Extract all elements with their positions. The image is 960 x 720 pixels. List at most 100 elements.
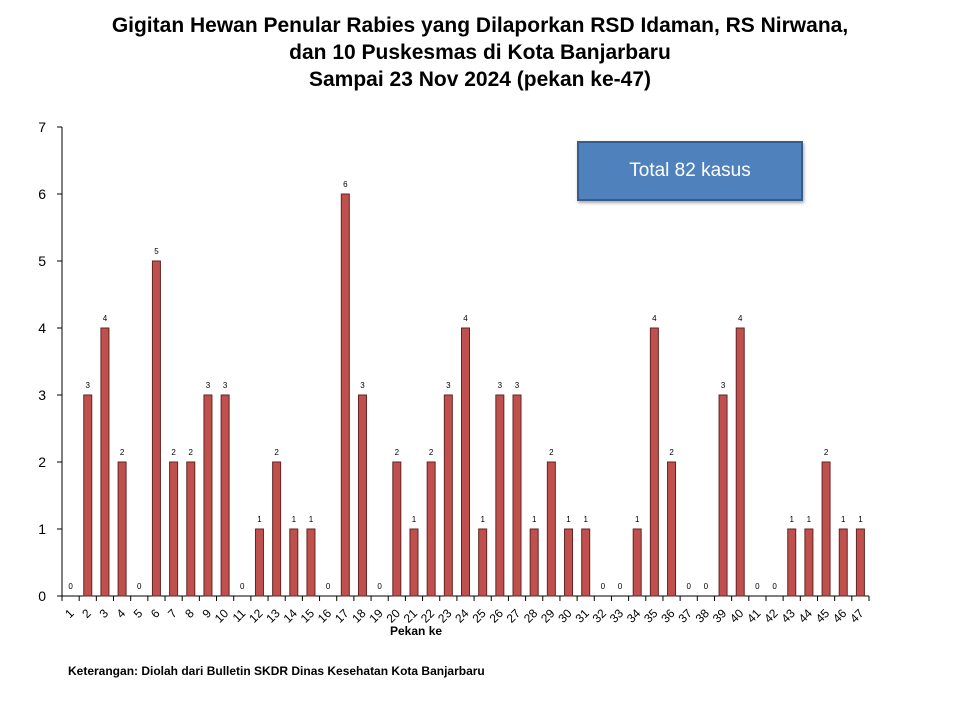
x-tick-label-1: 1 — [62, 606, 77, 621]
data-label-22: 2 — [429, 448, 434, 457]
data-label-19: 0 — [377, 582, 382, 591]
data-label-44: 1 — [807, 515, 812, 524]
data-label-28: 1 — [532, 515, 537, 524]
bar-12 — [254, 528, 264, 597]
data-label-11: 0 — [240, 582, 245, 591]
bar-13 — [272, 461, 282, 597]
footnote: Keterangan: Diolah dari Bulletin SKDR Di… — [68, 664, 485, 678]
x-tick-label-7: 7 — [165, 606, 180, 621]
data-label-18: 3 — [360, 381, 365, 390]
bar-20 — [392, 461, 402, 597]
data-label-46: 1 — [841, 515, 846, 524]
x-tick-label-6: 6 — [148, 606, 163, 621]
x-axis-label: Pekan ke — [390, 624, 443, 638]
bar-18 — [357, 394, 367, 597]
chart-title: Gigitan Hewan Penular Rabies yang Dilapo… — [0, 12, 960, 93]
data-label-37: 0 — [686, 582, 691, 591]
bar-21 — [409, 528, 419, 597]
bar-39 — [718, 394, 728, 597]
bar-2 — [83, 394, 93, 597]
bar-24 — [461, 327, 470, 597]
bar-31 — [581, 528, 591, 597]
x-tick-label-3: 3 — [96, 606, 111, 621]
data-label-21: 1 — [412, 515, 417, 524]
data-label-8: 2 — [189, 448, 194, 457]
bar-40 — [735, 327, 745, 597]
data-label-26: 3 — [498, 381, 503, 390]
x-tick-label-10: 10 — [212, 606, 232, 626]
y-tick-label-6: 6 — [38, 186, 46, 202]
bar-45 — [821, 461, 831, 597]
data-label-41: 0 — [755, 582, 760, 591]
data-label-31: 1 — [583, 515, 588, 524]
data-label-3: 4 — [103, 314, 108, 323]
data-label-14: 1 — [292, 515, 297, 524]
bar-28 — [529, 528, 539, 597]
bar-47 — [855, 528, 865, 597]
data-label-17: 6 — [343, 180, 348, 189]
bar-22 — [426, 461, 436, 597]
data-label-42: 0 — [772, 582, 777, 591]
chart-title-line-2: dan 10 Puskesmas di Kota Banjarbaru — [289, 41, 671, 64]
bar-6 — [151, 260, 161, 597]
chart-title-line-1: Gigitan Hewan Penular Rabies yang Dilapo… — [111, 14, 849, 37]
data-label-20: 2 — [395, 448, 400, 457]
data-label-32: 0 — [601, 582, 606, 591]
bar-44 — [804, 528, 814, 597]
data-label-33: 0 — [618, 582, 623, 591]
bar-8 — [186, 461, 196, 597]
x-tick-label-2: 2 — [79, 606, 94, 621]
y-tick-label-1: 1 — [38, 521, 46, 537]
x-tick-label-5: 5 — [131, 606, 146, 621]
data-label-40: 4 — [738, 314, 743, 323]
bar-15 — [306, 528, 316, 597]
data-label-2: 3 — [86, 381, 91, 390]
data-label-43: 1 — [790, 515, 795, 524]
x-tick-label-4: 4 — [114, 606, 129, 621]
data-label-7: 2 — [171, 448, 176, 457]
data-label-6: 5 — [154, 247, 159, 256]
y-tick-label-5: 5 — [38, 253, 46, 269]
y-tick-label-7: 7 — [38, 119, 46, 135]
data-label-45: 2 — [824, 448, 829, 457]
bar-29 — [546, 461, 556, 597]
total-cases-box: Total 82 kasus — [577, 141, 803, 201]
bar-14 — [289, 528, 299, 597]
data-label-34: 1 — [635, 515, 640, 524]
data-label-10: 3 — [223, 381, 228, 390]
data-label-4: 2 — [120, 448, 125, 457]
y-tick-label-3: 3 — [38, 387, 46, 403]
data-label-39: 3 — [721, 381, 726, 390]
bar-3 — [100, 327, 110, 597]
data-label-36: 2 — [669, 448, 674, 457]
data-label-9: 3 — [206, 381, 211, 390]
data-label-35: 4 — [652, 314, 657, 323]
data-label-27: 3 — [515, 381, 520, 390]
data-label-1: 0 — [68, 582, 73, 591]
bar-4 — [117, 461, 127, 597]
y-tick-label-2: 2 — [38, 454, 46, 470]
bar-17 — [340, 193, 350, 597]
data-label-38: 0 — [704, 582, 709, 591]
data-label-16: 0 — [326, 582, 331, 591]
x-tick-label-9: 9 — [199, 606, 214, 621]
bar-26 — [495, 394, 505, 597]
bar-34 — [632, 528, 642, 597]
data-label-23: 3 — [446, 381, 451, 390]
bar-46 — [838, 528, 848, 597]
y-tick-label-4: 4 — [38, 320, 46, 336]
bar-35 — [649, 327, 659, 597]
data-label-24: 4 — [463, 314, 468, 323]
data-label-12: 1 — [257, 515, 262, 524]
bar-25 — [478, 528, 488, 597]
bar-9 — [203, 394, 213, 597]
bar-10 — [220, 394, 230, 597]
data-label-29: 2 — [549, 448, 554, 457]
data-label-25: 1 — [480, 515, 485, 524]
data-label-47: 1 — [858, 515, 863, 524]
data-label-13: 2 — [274, 448, 279, 457]
data-label-15: 1 — [309, 515, 314, 524]
x-tick-label-47: 47 — [847, 606, 867, 626]
chart-title-line-3: Sampai 23 Nov 2024 (pekan ke-47) — [308, 68, 651, 91]
bar-7 — [169, 461, 179, 597]
